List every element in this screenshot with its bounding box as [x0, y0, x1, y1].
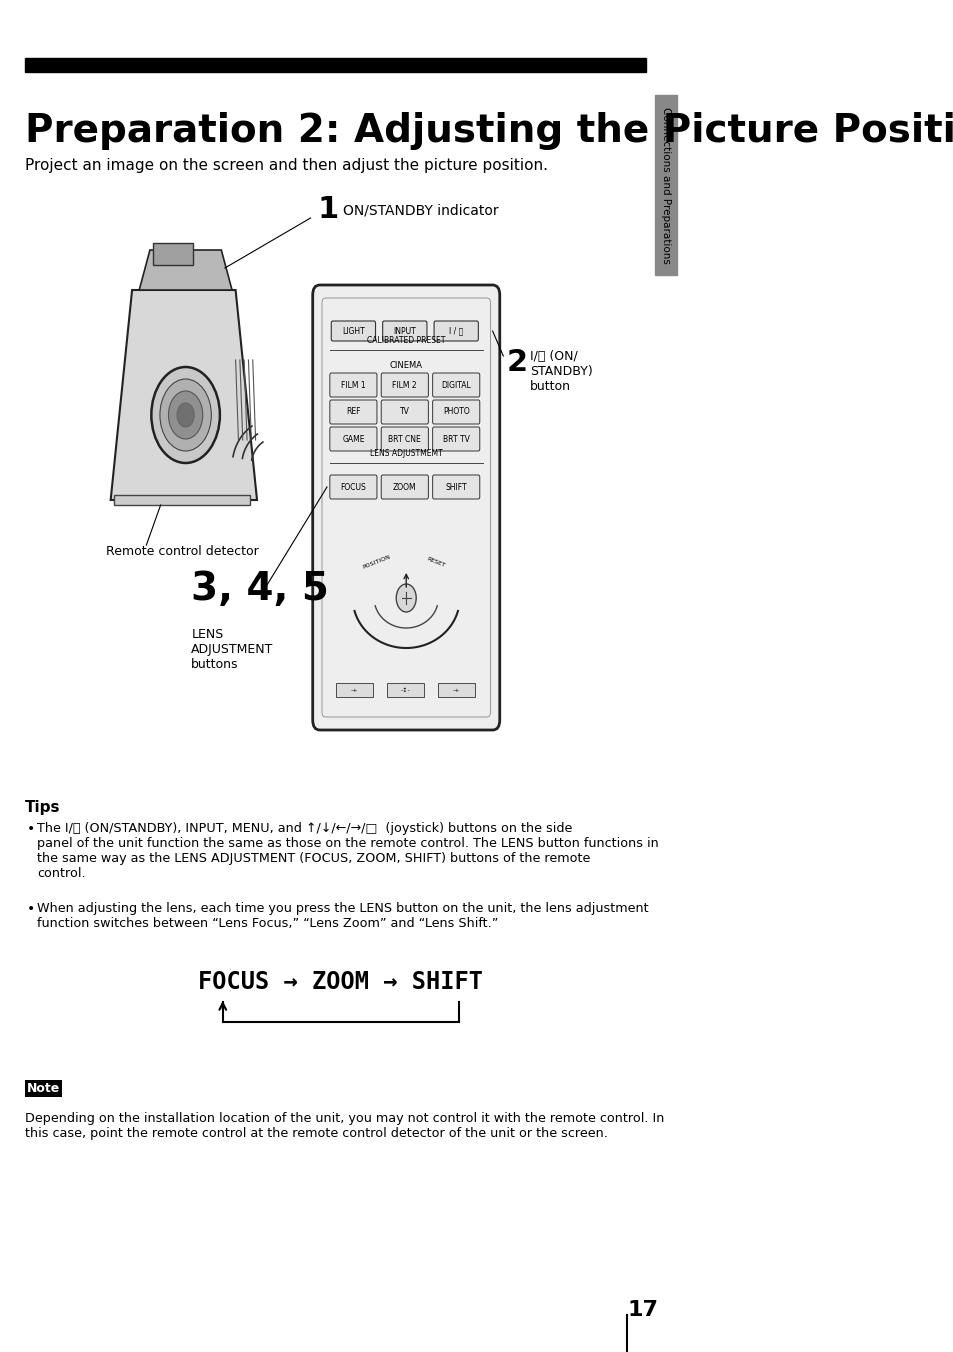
FancyBboxPatch shape [330, 400, 376, 425]
FancyBboxPatch shape [433, 373, 479, 397]
FancyBboxPatch shape [381, 427, 428, 452]
Circle shape [177, 403, 194, 427]
FancyBboxPatch shape [382, 320, 427, 341]
Text: Connections and Preparations: Connections and Preparations [660, 107, 670, 264]
Text: Project an image on the screen and then adjust the picture position.: Project an image on the screen and then … [25, 158, 547, 173]
FancyBboxPatch shape [313, 285, 499, 730]
Text: BRT CNE: BRT CNE [388, 434, 420, 443]
Circle shape [169, 391, 203, 439]
Bar [335, 683, 373, 698]
Text: GAME: GAME [342, 434, 364, 443]
Text: RESET: RESET [426, 556, 446, 568]
Text: 2: 2 [506, 347, 527, 377]
Circle shape [395, 584, 416, 612]
Text: Depending on the installation location of the unit, you may not control it with : Depending on the installation location o… [25, 1111, 663, 1140]
Text: I/⏽ (ON/
STANDBY)
button: I/⏽ (ON/ STANDBY) button [529, 350, 592, 393]
FancyBboxPatch shape [381, 475, 428, 499]
FancyBboxPatch shape [381, 373, 428, 397]
Text: I / ⏽: I / ⏽ [449, 326, 463, 335]
FancyBboxPatch shape [330, 475, 376, 499]
Text: -↕-: -↕- [400, 688, 410, 692]
Bar [25, 58, 645, 72]
Polygon shape [139, 250, 232, 289]
Text: CALIBRATED PRESET: CALIBRATED PRESET [367, 337, 445, 345]
Bar [114, 495, 250, 506]
Bar [25, 1080, 62, 1096]
Text: •: • [27, 902, 35, 917]
Text: Note: Note [27, 1082, 60, 1095]
Text: 3, 4, 5: 3, 4, 5 [192, 571, 329, 608]
Text: -+: -+ [350, 688, 357, 692]
Text: FILM 2: FILM 2 [392, 380, 416, 389]
FancyBboxPatch shape [330, 373, 376, 397]
FancyBboxPatch shape [381, 400, 428, 425]
Bar [437, 683, 475, 698]
FancyBboxPatch shape [433, 427, 479, 452]
Text: SHIFT: SHIFT [445, 483, 467, 492]
Text: 1: 1 [317, 196, 338, 224]
Text: ZOOM: ZOOM [393, 483, 416, 492]
FancyBboxPatch shape [433, 400, 479, 425]
Text: ON/STANDBY indicator: ON/STANDBY indicator [342, 203, 497, 218]
Text: LIGHT: LIGHT [342, 326, 364, 335]
Text: DIGITAL: DIGITAL [441, 380, 471, 389]
Text: REF: REF [346, 407, 360, 416]
FancyBboxPatch shape [433, 475, 479, 499]
FancyBboxPatch shape [330, 427, 376, 452]
Text: CINEMA: CINEMA [390, 361, 422, 370]
Text: FOCUS → ZOOM → SHIFT: FOCUS → ZOOM → SHIFT [198, 969, 482, 994]
Bar [387, 683, 424, 698]
Text: FOCUS: FOCUS [340, 483, 366, 492]
Text: INPUT: INPUT [393, 326, 416, 335]
Bar [655, 95, 676, 274]
Text: POSITION: POSITION [361, 554, 391, 571]
Text: Tips: Tips [25, 800, 60, 815]
Text: LENS ADJUSTMEMT: LENS ADJUSTMEMT [370, 449, 442, 458]
Text: FILM 1: FILM 1 [341, 380, 365, 389]
Text: Preparation 2: Adjusting the Picture Position: Preparation 2: Adjusting the Picture Pos… [25, 112, 953, 150]
Text: TV: TV [399, 407, 409, 416]
FancyBboxPatch shape [331, 320, 375, 341]
Text: BRT TV: BRT TV [442, 434, 469, 443]
Text: Remote control detector: Remote control detector [106, 545, 258, 558]
Circle shape [160, 379, 212, 452]
FancyBboxPatch shape [434, 320, 477, 341]
Bar [153, 243, 193, 265]
Text: 17: 17 [626, 1301, 658, 1320]
Text: When adjusting the lens, each time you press the LENS button on the unit, the le: When adjusting the lens, each time you p… [37, 902, 648, 930]
Text: •: • [27, 822, 35, 836]
Circle shape [152, 366, 219, 462]
Polygon shape [111, 289, 256, 500]
Text: LENS
ADJUSTMENT
buttons: LENS ADJUSTMENT buttons [192, 627, 274, 671]
Text: -+: -+ [453, 688, 460, 692]
Text: PHOTO: PHOTO [442, 407, 469, 416]
Text: The I/⏽ (ON/STANDBY), INPUT, MENU, and ↑/↓/←/→/□  (joystick) buttons on the side: The I/⏽ (ON/STANDBY), INPUT, MENU, and ↑… [37, 822, 659, 880]
